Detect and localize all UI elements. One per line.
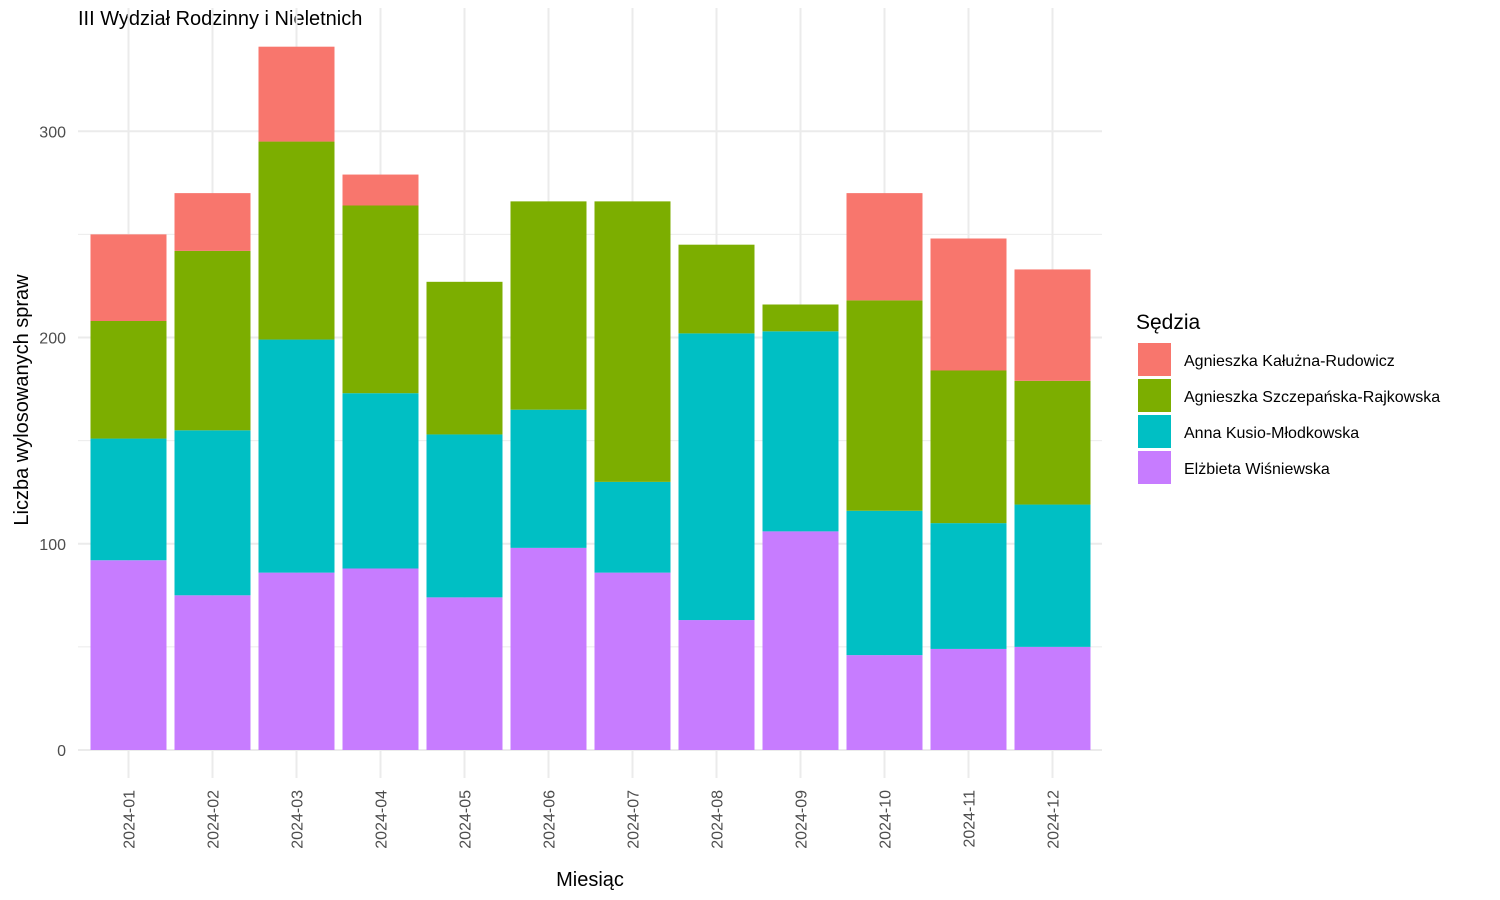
x-tick-label: 2024-01 [122,790,139,849]
y-tick-label: 100 [39,537,66,554]
bar-segment [930,370,1007,524]
legend-swatch [1138,343,1171,376]
bar-segment [426,434,503,598]
bar-segment [846,655,923,750]
bar-segment [342,568,419,750]
legend: Sędzia Agnieszka Kałużna-Rudowicz Agniesz… [1136,311,1440,484]
bar-segment [762,331,839,532]
bar-segment [594,572,671,750]
x-axis: 2024-01 2024-02 2024-03 2024-04 2024-05 2024-… [122,790,1063,849]
bar-segment [762,304,839,332]
legend-label: Elżbieta Wiśniewska [1184,461,1330,478]
legend-label: Anna Kusio-Młodkowska [1184,425,1359,442]
bar-segment [846,193,923,301]
bar-segment [846,510,923,656]
bar-segment [258,46,335,142]
y-tick-label: 0 [57,743,66,760]
bar-segment [762,531,839,750]
x-tick-label: 2024-09 [794,790,811,849]
bar-segment [678,333,755,621]
legend-swatch [1138,451,1171,484]
x-axis-title: Miesiąc [556,869,624,891]
legend-swatch [1138,379,1171,412]
x-tick-label: 2024-12 [1046,790,1063,849]
bar-segment [930,648,1007,750]
bar-segment [174,595,251,750]
bar-segment [846,300,923,511]
y-axis: 0 100 200 300 [39,124,66,760]
bar-segment [90,234,167,321]
bar-segment [1014,269,1091,381]
bar-segment [426,597,503,750]
bar-segment [342,174,419,206]
bar-segment [90,438,167,561]
x-tick-label: 2024-11 [962,790,979,848]
y-tick-label: 300 [39,124,66,141]
bar-segment [90,321,167,439]
y-axis-title: Liczba wylosowanych spraw [11,274,33,526]
legend-label: Agnieszka Kałużna-Rudowicz [1184,353,1395,370]
x-tick-label: 2024-05 [458,790,475,849]
bar-segment [174,430,251,596]
legend-swatch [1138,415,1171,448]
x-tick-label: 2024-04 [374,790,391,849]
legend-title: Sędzia [1136,311,1201,334]
bar-segment [678,244,755,334]
bar-segment [510,547,587,750]
bar-segment [1014,380,1091,505]
bar-segment [1014,504,1091,647]
x-tick-label: 2024-06 [542,790,559,849]
bar-segment [90,560,167,750]
bar-segment [174,193,251,251]
bar-segment [426,281,503,435]
bar-segment [342,205,419,394]
bar-segment [594,481,671,573]
bar-segment [258,572,335,750]
bar-segment [930,523,1007,649]
x-tick-label: 2024-03 [290,790,307,849]
x-tick-label: 2024-02 [206,790,223,849]
x-tick-label: 2024-10 [878,790,895,849]
bar-segment [258,141,335,340]
chart-title: III Wydział Rodzinny i Nieletnich [78,8,363,30]
x-tick-label: 2024-07 [626,790,643,849]
y-tick-label: 200 [39,331,66,348]
bar-segment [342,393,419,569]
bars-layer [90,46,1091,750]
bar-segment [174,250,251,431]
bar-segment [510,201,587,410]
x-tick-label: 2024-08 [710,790,727,849]
bar-segment [930,238,1007,371]
legend-label: Agnieszka Szczepańska-Rajkowska [1184,389,1440,406]
bar-segment [1014,646,1091,750]
bar-segment [678,620,755,750]
bar-segment [258,339,335,573]
bar-segment [510,409,587,548]
bar-segment [594,201,671,482]
